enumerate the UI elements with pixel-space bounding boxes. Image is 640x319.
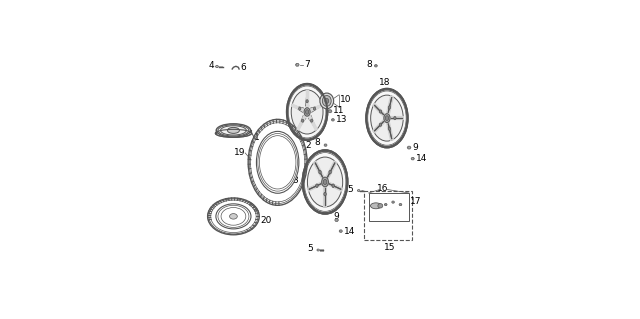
Text: 5: 5 xyxy=(307,244,313,253)
Text: 15: 15 xyxy=(384,242,396,252)
Text: 14: 14 xyxy=(344,226,355,236)
Ellipse shape xyxy=(400,204,401,205)
Ellipse shape xyxy=(216,124,251,137)
Text: 9: 9 xyxy=(333,212,339,221)
Text: 7: 7 xyxy=(304,60,310,69)
Ellipse shape xyxy=(325,99,329,103)
Ellipse shape xyxy=(329,170,332,174)
Ellipse shape xyxy=(388,106,390,109)
Ellipse shape xyxy=(378,204,383,208)
Text: 8: 8 xyxy=(314,138,320,147)
Ellipse shape xyxy=(310,119,313,122)
Ellipse shape xyxy=(324,145,326,146)
Ellipse shape xyxy=(227,127,239,133)
Ellipse shape xyxy=(216,130,252,137)
Ellipse shape xyxy=(380,123,381,126)
Text: 10: 10 xyxy=(340,95,351,104)
Polygon shape xyxy=(384,204,387,206)
Polygon shape xyxy=(374,65,378,67)
Text: 4: 4 xyxy=(209,61,214,70)
Polygon shape xyxy=(216,65,218,68)
Text: 9: 9 xyxy=(412,143,418,152)
Polygon shape xyxy=(335,219,339,221)
Text: 14: 14 xyxy=(416,154,427,163)
Ellipse shape xyxy=(287,84,328,140)
Ellipse shape xyxy=(408,147,410,148)
Ellipse shape xyxy=(371,203,381,209)
Polygon shape xyxy=(407,146,411,149)
Text: 13: 13 xyxy=(336,115,348,124)
Ellipse shape xyxy=(375,65,377,66)
Text: 16: 16 xyxy=(377,184,388,193)
Ellipse shape xyxy=(366,89,408,148)
Ellipse shape xyxy=(324,192,326,196)
Ellipse shape xyxy=(248,119,307,205)
Ellipse shape xyxy=(335,219,337,221)
Ellipse shape xyxy=(305,110,308,114)
Bar xyxy=(364,190,412,240)
Polygon shape xyxy=(399,204,402,206)
Ellipse shape xyxy=(385,204,387,205)
Ellipse shape xyxy=(319,170,321,174)
Ellipse shape xyxy=(412,158,413,159)
Ellipse shape xyxy=(380,110,381,113)
Text: 3: 3 xyxy=(292,176,298,185)
Ellipse shape xyxy=(307,157,342,207)
Ellipse shape xyxy=(216,204,251,229)
Polygon shape xyxy=(324,144,327,146)
Text: 8: 8 xyxy=(367,60,372,69)
Text: 20: 20 xyxy=(260,216,272,225)
Ellipse shape xyxy=(291,90,323,134)
Polygon shape xyxy=(392,201,394,203)
Text: 1: 1 xyxy=(254,132,260,142)
Ellipse shape xyxy=(340,230,342,232)
Text: 2: 2 xyxy=(305,141,311,150)
Polygon shape xyxy=(332,119,335,121)
Ellipse shape xyxy=(301,119,304,122)
Ellipse shape xyxy=(257,131,299,193)
Text: 18: 18 xyxy=(379,78,390,87)
Ellipse shape xyxy=(332,119,333,121)
Polygon shape xyxy=(296,63,299,66)
Ellipse shape xyxy=(385,116,388,121)
Ellipse shape xyxy=(322,177,328,187)
Polygon shape xyxy=(328,110,332,113)
Text: 19: 19 xyxy=(234,148,245,157)
Text: 17: 17 xyxy=(410,197,422,206)
Ellipse shape xyxy=(320,93,333,109)
Ellipse shape xyxy=(207,198,259,235)
Ellipse shape xyxy=(323,179,327,184)
Ellipse shape xyxy=(316,184,318,188)
Text: 6: 6 xyxy=(240,63,246,71)
Ellipse shape xyxy=(371,95,403,141)
Ellipse shape xyxy=(388,127,390,130)
Text: 11: 11 xyxy=(333,106,345,115)
Ellipse shape xyxy=(303,150,348,214)
Polygon shape xyxy=(411,157,415,160)
Polygon shape xyxy=(317,249,319,251)
Ellipse shape xyxy=(392,202,394,203)
Ellipse shape xyxy=(299,107,301,110)
Polygon shape xyxy=(339,230,342,232)
Ellipse shape xyxy=(304,108,310,116)
Ellipse shape xyxy=(230,214,237,219)
Ellipse shape xyxy=(332,184,335,188)
Ellipse shape xyxy=(306,100,308,103)
Bar xyxy=(369,193,409,221)
Polygon shape xyxy=(357,189,360,191)
Ellipse shape xyxy=(384,114,390,122)
Text: 5: 5 xyxy=(348,185,353,194)
Ellipse shape xyxy=(323,95,331,106)
Ellipse shape xyxy=(314,107,316,110)
Ellipse shape xyxy=(394,116,396,120)
Ellipse shape xyxy=(329,110,331,112)
Ellipse shape xyxy=(296,64,298,66)
